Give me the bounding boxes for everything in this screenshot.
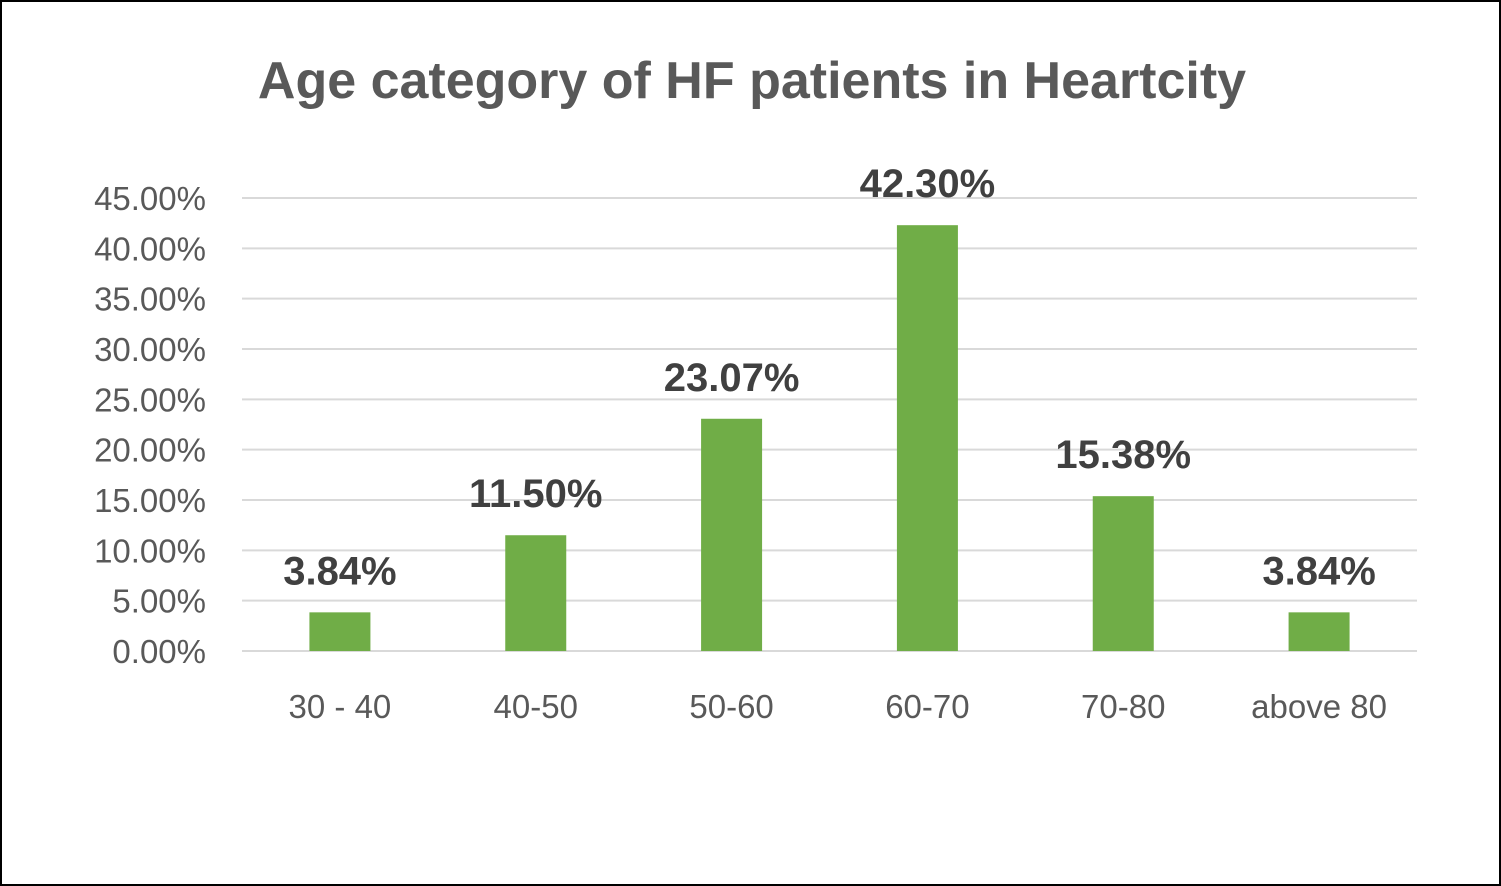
y-tick-label: 30.00% bbox=[94, 331, 206, 368]
chart-title: Age category of HF patients in Heartcity bbox=[258, 52, 1246, 110]
y-tick-label: 45.00% bbox=[94, 180, 206, 217]
y-tick-label: 15.00% bbox=[94, 482, 206, 519]
y-tick-label: 40.00% bbox=[94, 230, 206, 267]
data-label: 23.07% bbox=[664, 356, 800, 400]
y-tick-label: 10.00% bbox=[94, 532, 206, 569]
x-tick-label: above 80 bbox=[1251, 688, 1387, 725]
data-label: 42.30% bbox=[860, 162, 996, 206]
bar bbox=[1288, 612, 1350, 651]
data-label: 3.84% bbox=[1262, 549, 1375, 593]
x-tick-label: 70-80 bbox=[1081, 688, 1165, 725]
data-labels: 3.84% 11.50% 23.07% 42.30% 15.38% 3.84% bbox=[283, 162, 1376, 593]
y-tick-label: 0.00% bbox=[112, 633, 206, 670]
y-tick-label: 35.00% bbox=[94, 281, 206, 318]
x-tick-label: 40-50 bbox=[494, 688, 578, 725]
y-tick-label: 25.00% bbox=[94, 381, 206, 418]
x-tick-label: 60-70 bbox=[885, 688, 969, 725]
x-tick-label: 50-60 bbox=[689, 688, 773, 725]
bar bbox=[505, 535, 567, 651]
bars bbox=[309, 225, 1350, 651]
bar bbox=[701, 418, 763, 651]
bar bbox=[896, 225, 958, 651]
data-label: 3.84% bbox=[283, 549, 396, 593]
bar bbox=[1092, 496, 1154, 651]
bar bbox=[309, 612, 371, 651]
gridlines bbox=[242, 197, 1417, 652]
data-label: 11.50% bbox=[469, 472, 602, 516]
y-tick-label: 20.00% bbox=[94, 432, 206, 469]
x-axis-ticks: 30 - 40 40-50 50-60 60-70 70-80 above 80 bbox=[289, 688, 1387, 725]
data-label: 15.38% bbox=[1055, 433, 1191, 477]
x-tick-label: 30 - 40 bbox=[289, 688, 392, 725]
y-tick-label: 5.00% bbox=[112, 583, 206, 620]
y-axis-ticks: 0.00% 5.00% 10.00% 15.00% 20.00% 25.00% 30.00%… bbox=[94, 180, 206, 670]
